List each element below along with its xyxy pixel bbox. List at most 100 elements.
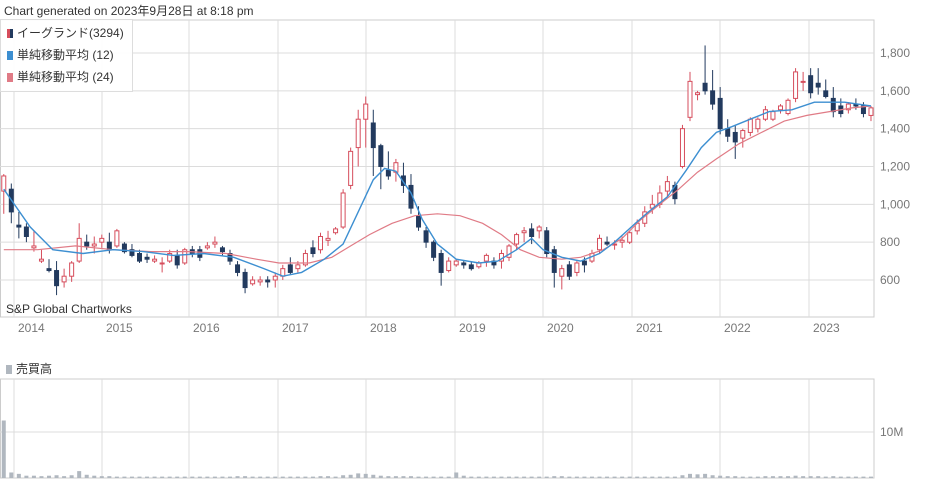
candle-body xyxy=(31,245,37,249)
volume-bar xyxy=(84,474,89,478)
volume-bar xyxy=(763,476,768,478)
volume-bar xyxy=(469,476,474,478)
volume-bar xyxy=(680,475,685,478)
candle-body xyxy=(257,279,263,283)
volume-bar xyxy=(635,476,640,478)
volume-bar xyxy=(755,476,760,478)
candle-body xyxy=(446,260,452,272)
volume-bar xyxy=(476,476,481,478)
candle-body xyxy=(461,262,467,266)
candle-body xyxy=(619,239,625,243)
volume-bar xyxy=(47,475,52,478)
volume-bar xyxy=(129,476,134,478)
volume-grid xyxy=(0,378,875,479)
volume-bar xyxy=(567,476,572,478)
volume-bar xyxy=(710,475,715,478)
volume-bar xyxy=(197,476,202,478)
candle-body xyxy=(732,131,738,143)
candle-body xyxy=(340,192,346,228)
candle-body xyxy=(770,111,776,120)
candle-body xyxy=(317,235,323,251)
volume-bar xyxy=(265,476,270,478)
candle-body xyxy=(604,241,610,245)
volume-bar xyxy=(69,475,74,478)
x-tick-label: 2020 xyxy=(547,321,574,335)
x-tick-label: 2016 xyxy=(193,321,220,335)
volume-bar xyxy=(597,476,602,478)
candle-body xyxy=(559,268,565,277)
legend-item-price[interactable]: イーグランド(3294) xyxy=(7,24,124,41)
volume-bar xyxy=(310,476,315,478)
volume-bar xyxy=(333,476,338,478)
volume-bar xyxy=(16,473,21,478)
candle-body xyxy=(740,130,746,139)
volume-bar xyxy=(801,476,806,478)
x-tick-label: 2015 xyxy=(106,321,133,335)
volume-bar xyxy=(612,476,617,478)
legend-item-sma24[interactable]: 単純移動平均 (24) xyxy=(7,68,114,85)
candle-body xyxy=(536,226,542,232)
price-legend: イーグランド(3294) 単純移動平均 (12) 単純移動平均 (24) xyxy=(0,19,133,92)
candle-body xyxy=(755,118,761,130)
legend-item-sma12[interactable]: 単純移動平均 (12) xyxy=(7,46,114,63)
volume-bar xyxy=(831,476,836,478)
candle-body xyxy=(16,224,22,228)
chart-generated-text: Chart generated on 2023年9月28日 at 8:18 pm xyxy=(4,4,254,18)
candle-body xyxy=(468,264,474,270)
volume-bar xyxy=(114,476,119,478)
y-tick-label: 800 xyxy=(880,235,900,249)
volume-bar xyxy=(62,476,67,478)
volume-bar xyxy=(190,476,195,478)
candle-body xyxy=(483,254,489,262)
volume-bar xyxy=(695,474,700,478)
volume-bar xyxy=(605,476,610,478)
volume-bar xyxy=(356,473,361,478)
volume-bar xyxy=(175,476,180,478)
volume-bar xyxy=(725,476,730,478)
price-grid xyxy=(0,19,875,318)
candle-body xyxy=(664,181,670,192)
candle-body xyxy=(129,249,135,256)
candle-body xyxy=(333,228,339,234)
legend-swatch-sma12 xyxy=(7,51,13,60)
candle-body xyxy=(61,275,67,283)
candle-body xyxy=(91,243,97,247)
candle-body xyxy=(627,232,633,243)
candle-body xyxy=(845,103,851,111)
volume-bar xyxy=(823,476,828,478)
volume-bar xyxy=(816,476,821,478)
volume-bar xyxy=(303,476,308,478)
candle-body xyxy=(242,271,248,289)
candle-body xyxy=(679,128,685,168)
volume-bar xyxy=(431,476,436,478)
x-tick-label: 2017 xyxy=(282,321,309,335)
candle-body xyxy=(416,215,422,228)
volume-bar xyxy=(31,475,36,478)
candle-body xyxy=(815,82,821,88)
volume-bar xyxy=(280,476,285,478)
candle-body xyxy=(235,264,241,273)
volume-bar xyxy=(514,476,519,478)
volume-bar xyxy=(627,476,632,478)
candle-body xyxy=(725,128,731,137)
volume-bar xyxy=(167,476,172,478)
candle-body xyxy=(747,118,753,133)
volume-bar xyxy=(341,475,346,478)
volume-bar xyxy=(160,476,165,478)
volume-bar xyxy=(205,476,210,478)
legend-swatch-sma24 xyxy=(7,73,13,82)
candle-body xyxy=(800,80,806,83)
candle-body xyxy=(114,230,120,247)
candle-body xyxy=(514,234,520,245)
volume-bar xyxy=(212,476,217,478)
candle-body xyxy=(287,264,293,273)
volume-bar xyxy=(650,476,655,478)
volume-bar xyxy=(838,476,843,478)
volume-bar xyxy=(507,476,512,478)
candle-body xyxy=(76,237,82,262)
volume-bar xyxy=(484,476,489,478)
candle-body xyxy=(295,264,301,270)
y-tick-label: 600 xyxy=(880,273,900,287)
candle-body xyxy=(453,260,459,266)
candle-body xyxy=(717,97,723,130)
